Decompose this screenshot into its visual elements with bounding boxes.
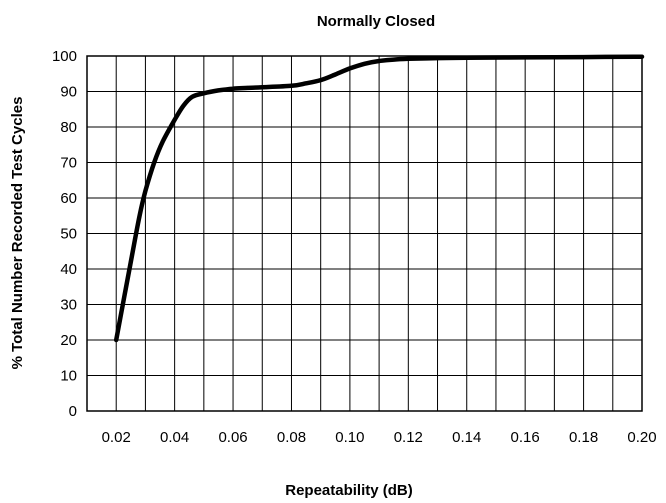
y-axis-label: % Total Number Recorded Test Cycles	[9, 97, 26, 370]
x-tick-label: 0.18	[569, 429, 598, 446]
chart-title: Normally Closed	[317, 13, 435, 30]
x-tick-label: 0.08	[277, 429, 306, 446]
x-tick-label: 0.10	[335, 429, 364, 446]
x-axis-label: Repeatability (dB)	[285, 482, 413, 499]
y-tick-label: 70	[60, 155, 77, 172]
y-tick-label: 50	[60, 226, 77, 243]
x-tick-label: 0.06	[218, 429, 247, 446]
series-line	[113, 54, 645, 343]
y-tick-label: 80	[60, 119, 77, 136]
y-tick-label: 100	[52, 48, 77, 65]
x-axis: 0.02 0.04 0.06 0.08 0.10 0.12 0.14 0.16 0.18 0.20	[102, 429, 657, 446]
y-tick-label: 0	[69, 403, 77, 420]
grid	[87, 56, 642, 411]
y-axis: 0 10 20 30 40 50 60 70 80 90 100	[52, 48, 77, 420]
x-tick-label: 0.02	[102, 429, 131, 446]
y-tick-label: 60	[60, 190, 77, 207]
x-tick-label: 0.04	[160, 429, 189, 446]
y-tick-label: 30	[60, 297, 77, 314]
plot-frame	[86, 55, 643, 412]
y-tick-label: 20	[60, 332, 77, 349]
x-tick-label: 0.14	[452, 429, 481, 446]
y-tick-label: 40	[60, 261, 77, 278]
x-tick-label: 0.16	[511, 429, 540, 446]
y-tick-label: 10	[60, 368, 77, 385]
x-tick-label: 0.20	[627, 429, 656, 446]
x-tick-label: 0.12	[394, 429, 423, 446]
y-tick-label: 90	[60, 84, 77, 101]
